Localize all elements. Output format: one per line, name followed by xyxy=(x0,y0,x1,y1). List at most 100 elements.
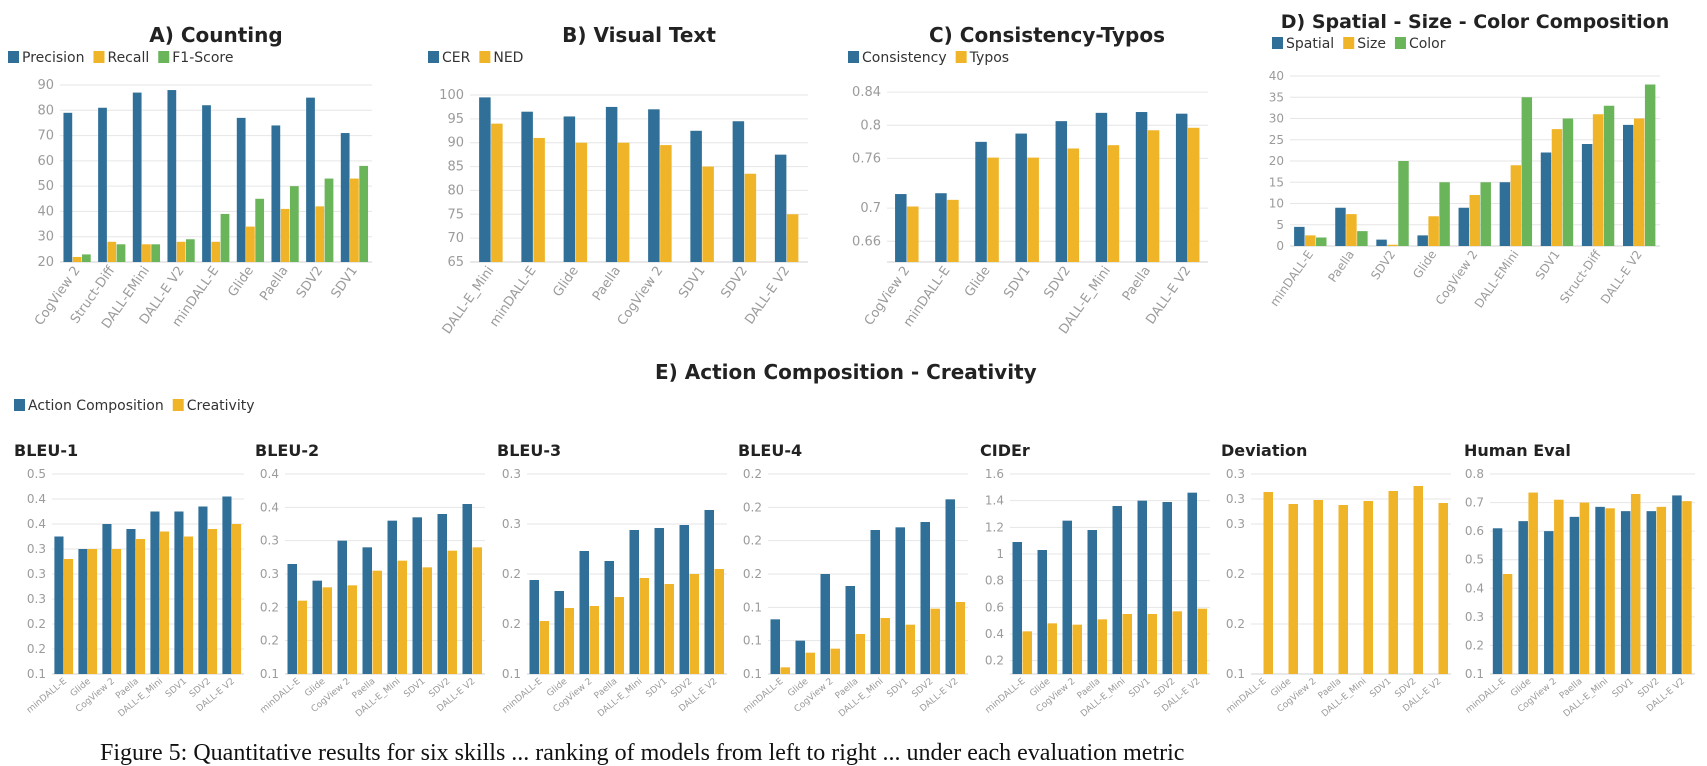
bar-consistency xyxy=(1135,112,1148,263)
bar-cer xyxy=(521,111,533,262)
chart-legend-label: Typos xyxy=(969,50,1009,66)
y-tick-label: 0.2 xyxy=(743,467,762,481)
bar-creativity xyxy=(472,547,482,674)
y-tick-label: 0.7 xyxy=(860,201,881,216)
bar-action-composition xyxy=(1162,502,1172,674)
bar-precision xyxy=(202,105,211,262)
x-tick-label: Glide xyxy=(1410,248,1439,281)
chart-legend-label: F1-Score xyxy=(172,50,233,66)
bar-creativity xyxy=(930,608,940,674)
bar-recall xyxy=(315,206,325,262)
bar-creativity xyxy=(1579,502,1590,674)
bar-creativity xyxy=(297,600,307,674)
y-tick-label: 35 xyxy=(1269,90,1284,104)
y-tick-label: 0.4 xyxy=(260,500,279,514)
y-tick-label: 0.2 xyxy=(743,534,762,548)
y-tick-label: 0.2 xyxy=(502,617,521,631)
bar-creativity xyxy=(780,667,790,674)
y-tick-label: 0.1 xyxy=(743,667,762,681)
y-tick-label: 0.2 xyxy=(1226,567,1245,581)
bar-creativity xyxy=(1502,574,1513,674)
chart-title: BLEU-1 xyxy=(14,441,78,460)
bar-recall xyxy=(280,208,290,262)
bar-size xyxy=(1346,214,1357,246)
bar-creativity xyxy=(1072,624,1082,674)
chart-legend-swatch xyxy=(848,51,859,63)
chart-legend-label: Size xyxy=(1357,36,1386,52)
bar-precision xyxy=(236,117,246,262)
chart-title: A) Counting xyxy=(149,23,282,47)
chart-legend-swatch xyxy=(955,51,967,63)
y-tick-label: 85 xyxy=(447,160,464,175)
bar-action-composition xyxy=(222,496,232,674)
x-tick-label: SDV1 xyxy=(676,264,708,301)
section-e-legend-swatch xyxy=(14,399,25,411)
y-tick-label: 0.3 xyxy=(1226,517,1245,531)
bar-recall xyxy=(211,241,221,262)
bar-typos xyxy=(1107,145,1120,262)
y-tick-label: 0.3 xyxy=(1226,467,1245,481)
bar-creativity xyxy=(1047,623,1057,674)
bar-ned xyxy=(702,166,714,262)
x-tick-label: Paella xyxy=(1325,248,1357,285)
bar-action-composition xyxy=(579,551,589,674)
y-tick-label: 0.4 xyxy=(27,517,46,531)
bar-action-composition xyxy=(770,619,780,674)
bar-creativity xyxy=(397,560,407,674)
bar-creativity xyxy=(1263,492,1273,674)
y-tick-label: 0.5 xyxy=(1465,553,1484,567)
bar-recall xyxy=(107,241,117,262)
chart-title: BLEU-3 xyxy=(497,441,561,460)
bar-action-composition xyxy=(1646,511,1657,674)
y-tick-label: 0.3 xyxy=(502,517,521,531)
bar-action-composition xyxy=(1087,530,1097,674)
bar-typos xyxy=(1187,127,1200,263)
bar-creativity xyxy=(232,524,242,674)
y-tick-label: 0.3 xyxy=(27,567,46,581)
bar-spatial xyxy=(1623,124,1634,246)
y-tick-label: 80 xyxy=(447,183,464,198)
y-tick-label: 0.2 xyxy=(260,634,279,648)
y-tick-label: 0.6 xyxy=(1465,524,1484,538)
bar-action-composition xyxy=(629,530,639,674)
y-tick-label: 0.2 xyxy=(1465,638,1484,652)
chart-title: CIDEr xyxy=(980,441,1030,460)
y-tick-label: 0.2 xyxy=(27,642,46,656)
bar-creativity xyxy=(1338,505,1348,674)
bar-creativity xyxy=(539,621,549,674)
bar-creativity xyxy=(1528,492,1538,674)
bar-creativity xyxy=(614,597,624,674)
bar-creativity xyxy=(88,549,98,674)
bar-color xyxy=(1644,84,1656,246)
y-tick-label: 1.4 xyxy=(985,494,1004,508)
bar-consistency xyxy=(1095,112,1108,262)
bar-creativity xyxy=(1313,500,1323,674)
bar-f1-score xyxy=(289,186,299,262)
bar-cer xyxy=(479,97,491,262)
bar-cer xyxy=(605,106,618,262)
bar-size xyxy=(1428,216,1439,246)
y-tick-label: 75 xyxy=(447,207,464,222)
x-tick-label: Paella xyxy=(590,264,624,304)
chart-legend-label: Color xyxy=(1409,36,1446,52)
bar-action-composition xyxy=(126,529,136,674)
y-tick-label: 0.1 xyxy=(743,600,762,614)
y-tick-label: 0.5 xyxy=(27,467,46,481)
bar-ned xyxy=(660,145,672,262)
bar-action-composition xyxy=(150,511,160,674)
bar-size xyxy=(1305,235,1316,246)
bar-f1-score xyxy=(185,239,195,262)
chart-c: C) Consistency-Typos Consistency Typos 0.66… xyxy=(848,23,1208,337)
chart-title: C) Consistency-Typos xyxy=(929,23,1165,47)
chart-legend-swatch xyxy=(1343,37,1355,49)
bar-size xyxy=(1387,244,1398,246)
bar-action-composition xyxy=(412,517,422,674)
bar-recall xyxy=(142,244,151,262)
x-tick-label: SDV1 xyxy=(1611,677,1636,700)
chart-legend-label: Precision xyxy=(22,50,84,66)
bar-action-composition xyxy=(1012,542,1022,674)
y-tick-label: 0.8 xyxy=(860,118,881,133)
x-tick-label: SDV1 xyxy=(328,264,360,301)
